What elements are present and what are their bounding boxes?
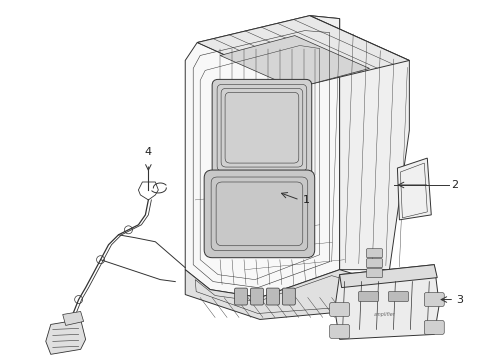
Polygon shape: [397, 158, 431, 220]
Polygon shape: [340, 265, 437, 288]
FancyBboxPatch shape: [212, 80, 312, 176]
FancyBboxPatch shape: [367, 269, 383, 278]
Polygon shape: [220, 36, 369, 88]
Polygon shape: [185, 270, 390, 319]
Polygon shape: [197, 15, 409, 87]
Polygon shape: [63, 311, 84, 325]
FancyBboxPatch shape: [250, 288, 264, 305]
Text: 1: 1: [303, 195, 310, 205]
FancyBboxPatch shape: [424, 293, 444, 306]
FancyBboxPatch shape: [359, 292, 378, 302]
FancyBboxPatch shape: [424, 320, 444, 334]
Polygon shape: [185, 15, 340, 298]
Polygon shape: [46, 319, 86, 354]
FancyBboxPatch shape: [367, 259, 383, 268]
Polygon shape: [335, 265, 439, 339]
Text: 3: 3: [456, 294, 463, 305]
FancyBboxPatch shape: [389, 292, 408, 302]
Text: 2: 2: [451, 180, 458, 190]
Polygon shape: [310, 15, 409, 270]
FancyBboxPatch shape: [282, 288, 295, 305]
FancyBboxPatch shape: [267, 288, 279, 305]
Text: amplifier: amplifier: [373, 312, 395, 317]
FancyBboxPatch shape: [367, 249, 383, 258]
FancyBboxPatch shape: [330, 302, 349, 316]
Text: 4: 4: [145, 147, 152, 157]
FancyBboxPatch shape: [235, 288, 247, 305]
FancyBboxPatch shape: [330, 324, 349, 338]
FancyBboxPatch shape: [204, 170, 315, 258]
